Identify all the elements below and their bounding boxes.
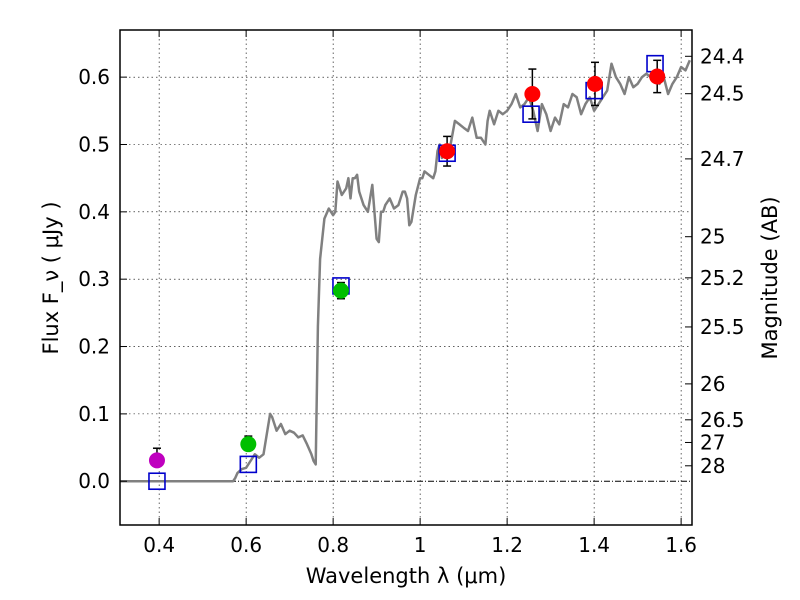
- x-tick-label: 0.6: [230, 533, 262, 557]
- y-axis-title: Flux F_ν ( μJy ): [39, 201, 64, 354]
- y-tick-label: 0.1: [78, 402, 110, 426]
- observation-point: [649, 68, 666, 85]
- y-tick-label: 0.2: [78, 335, 110, 359]
- observation-point: [148, 452, 165, 469]
- observations: [148, 68, 666, 469]
- observation-point: [586, 75, 603, 92]
- y2-axis-title: Magnitude (AB): [758, 196, 782, 359]
- y-tick-label: 0.5: [78, 132, 110, 156]
- y-tick-label: 0.3: [78, 267, 110, 291]
- y-tick-label: 0.0: [78, 469, 110, 493]
- model-spectrum-line: [120, 59, 691, 483]
- x-tick-label: 0.4: [143, 533, 175, 557]
- plot-frame: [119, 29, 693, 526]
- x-tick-label: 1: [414, 533, 427, 557]
- magnitude-tick-label: 26.5: [700, 408, 745, 432]
- magnitude-tick-label: 25: [700, 225, 725, 249]
- model-point-square: [239, 455, 258, 474]
- x-axis-title: Wavelength λ (μm): [306, 564, 507, 588]
- x-tick-label: 1.4: [578, 533, 610, 557]
- magnitude-tick-label: 25.2: [700, 266, 745, 290]
- observation-point: [240, 436, 257, 453]
- magnitude-tick-label: 28: [700, 454, 725, 478]
- grid: [120, 30, 692, 525]
- observation-point: [524, 85, 541, 102]
- observation-point: [439, 143, 456, 160]
- y-tick-label: 0.6: [78, 65, 110, 89]
- x-tick-label: 1.6: [665, 533, 697, 557]
- model-spectrum: [120, 59, 691, 483]
- model-points: [148, 54, 664, 491]
- x-tick-label: 1.2: [491, 533, 523, 557]
- magnitude-tick-label: 26: [700, 372, 725, 396]
- errorbars: [152, 59, 662, 461]
- magnitude-tick-label: 25.5: [700, 315, 745, 339]
- model-point-square: [148, 472, 166, 491]
- model-point-square: [522, 105, 540, 123]
- magnitude-tick-label: 24.7: [700, 147, 745, 171]
- magnitude-tick-label: 24.5: [700, 82, 745, 106]
- observation-point: [332, 282, 349, 299]
- magnitude-tick-label: 24.4: [700, 44, 745, 68]
- magnitude-tick-label: 27: [700, 430, 725, 454]
- y-axis-title-text: Flux F_ν ( μJy ): [39, 201, 64, 354]
- y-tick-label: 0.4: [78, 200, 110, 224]
- x-tick-label: 0.8: [317, 533, 349, 557]
- ticks: 0.4 0.6 0.8 1 1.2 1.4 1.6 0.0 0.1 0.2 0.3 0.4 0.5 0.6…: [78, 30, 745, 557]
